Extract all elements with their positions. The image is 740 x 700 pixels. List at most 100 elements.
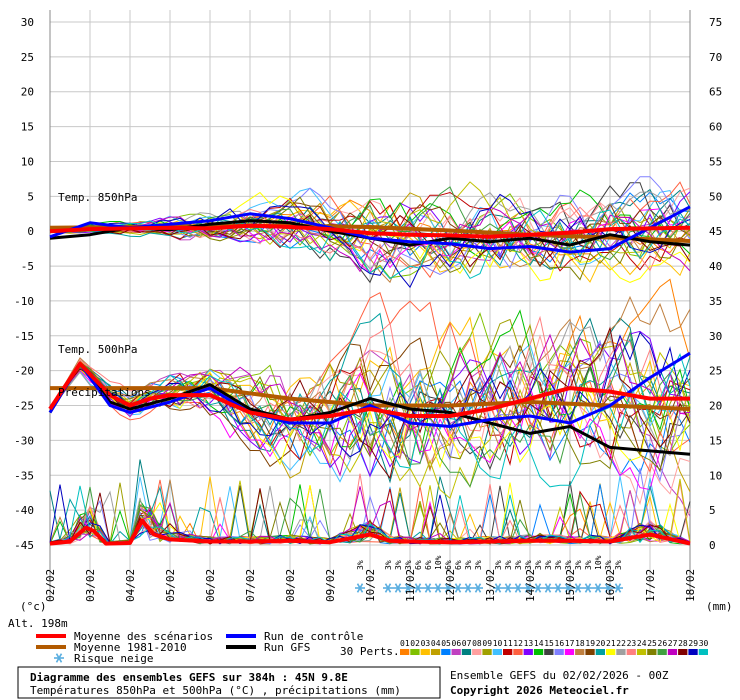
snow-percent-label: 3%	[504, 560, 513, 570]
snow-icon-stroke	[554, 583, 562, 593]
precip-panel-label: Précipitations	[58, 386, 151, 399]
pert-id-label: 16	[555, 639, 565, 648]
snow-percent-label: 10%	[434, 555, 443, 570]
snow-icon-stroke	[356, 583, 364, 593]
perts-label: 30 Perts.	[340, 645, 400, 658]
snow-icon	[413, 583, 423, 593]
pert-id-label: 13	[524, 639, 534, 648]
x-tick-label: 11/02	[404, 569, 417, 602]
left-tick-label: 25	[21, 51, 34, 64]
snow-percent-label: 3%	[534, 560, 543, 570]
snow-icon-stroke	[614, 583, 622, 593]
snow-icon	[393, 583, 403, 593]
mean-t500-line	[48, 361, 690, 422]
right-tick-label: 75	[709, 16, 722, 29]
snow-icon	[503, 583, 513, 593]
pert-id-label: 30	[699, 639, 709, 648]
t500-panel-label: Temp. 500hPa	[58, 343, 137, 356]
member-t500-line	[49, 295, 691, 472]
right-tick-label: 20	[709, 400, 722, 413]
right-tick-label: 15	[709, 434, 722, 447]
x-tick-label: 15/02	[564, 569, 577, 602]
snow-percent-label: 3%	[464, 560, 473, 570]
pert-color-swatch	[503, 649, 513, 655]
snow-icon-stroke	[604, 583, 612, 593]
pert-color-swatch	[657, 649, 667, 655]
right-tick-label: 50	[709, 190, 722, 203]
snow-icon	[355, 583, 365, 593]
snow-icon-stroke	[594, 583, 602, 593]
gfs-t500-line	[48, 362, 691, 456]
right-tick-label: 40	[709, 260, 722, 273]
perturbation-legend: 01 02 03 04 05 06 07 08 09 10 11 12 13 14 15 16 17 18 19 20…	[400, 639, 709, 655]
x-tick-label: 04/02	[124, 569, 137, 602]
member-t850-line	[49, 208, 691, 267]
pert-color-swatch	[698, 649, 708, 655]
pert-color-swatch	[451, 649, 461, 655]
snow-icon	[533, 583, 543, 593]
pert-id-label: 05	[441, 639, 451, 648]
footer-run: Ensemble GEFS du 02/02/2026 - 00Z	[450, 669, 669, 682]
pert-id-label: 22	[616, 639, 626, 648]
x-tick-label: 12/02	[444, 569, 457, 602]
snow-icon-stroke	[434, 583, 442, 593]
pert-id-label: 08	[472, 639, 482, 648]
pert-id-label: 14	[534, 639, 544, 648]
x-tick-label: 03/02	[84, 569, 97, 602]
t850-panel-label: Temp. 850hPa	[58, 191, 137, 204]
member-t500-line	[49, 331, 691, 458]
left-tick-label: 5	[27, 190, 34, 203]
left-tick-label: -45	[14, 539, 34, 552]
snow-icon-stroke	[464, 583, 472, 593]
x-tick-label: 18/02	[684, 569, 697, 602]
snow-icon	[513, 583, 523, 593]
snow-icon	[473, 583, 483, 593]
x-tick-label: 07/02	[244, 569, 257, 602]
snow-icon	[543, 583, 553, 593]
pert-color-swatch	[420, 649, 430, 655]
pert-color-swatch	[400, 649, 410, 655]
right-tick-label: 30	[709, 330, 722, 343]
snow-icon	[573, 583, 583, 593]
pert-id-label: 27	[668, 639, 678, 648]
snow-percent-label: 3%	[564, 560, 573, 570]
pert-color-swatch	[626, 649, 636, 655]
pert-id-label: 07	[462, 639, 472, 648]
pert-id-label: 10	[493, 639, 503, 648]
legend-snow-icon	[54, 653, 64, 663]
pert-color-swatch	[564, 649, 575, 655]
pert-color-swatch	[430, 649, 441, 655]
mean-t850-line	[49, 223, 691, 239]
pert-color-swatch	[575, 649, 585, 655]
member-t500-line	[49, 361, 691, 471]
right-tick-label: 55	[709, 155, 722, 168]
snow-percent-label: 3%	[514, 560, 523, 570]
snow-icon-stroke	[444, 583, 452, 593]
snow-percent-label: 6%	[414, 560, 423, 570]
x-axis-labels: 02/02 03/02 04/02 05/02 06/02 07/02 08/02 09/02…	[44, 569, 697, 602]
right-tick-label: 25	[709, 365, 722, 378]
snow-icon-stroke	[564, 583, 572, 593]
pert-id-label: 21	[606, 639, 616, 648]
x-tick-label: 13/02	[484, 569, 497, 602]
pert-id-label: 01	[400, 639, 410, 648]
legend-control-label: Run de contrôle	[264, 630, 363, 643]
snow-icon	[383, 583, 393, 593]
footer-copyright: Copyright 2026 Meteociel.fr	[450, 684, 629, 697]
legend-gfs-label: Run GFS	[264, 641, 310, 654]
snow-percent-label: 6%	[424, 560, 433, 570]
footer-title: Diagramme des ensembles GEFS sur 384h : …	[30, 671, 348, 684]
left-tick-label: -35	[14, 469, 34, 482]
control-t850-line	[49, 205, 691, 254]
snow-icon-stroke	[504, 583, 512, 593]
snow-icon	[403, 583, 413, 593]
pert-color-swatch	[492, 649, 502, 655]
snow-icon-stroke	[574, 583, 582, 593]
x-tick-label: 05/02	[164, 569, 177, 602]
member-t500-line	[49, 326, 691, 480]
snow-percent-label: 3%	[614, 560, 623, 570]
snow-percent-label: 3%	[494, 560, 503, 570]
pert-color-swatch	[523, 649, 533, 655]
legend-mean-label: Moyenne des scénarios	[74, 630, 213, 643]
snow-percent-label: 3%	[584, 560, 593, 570]
